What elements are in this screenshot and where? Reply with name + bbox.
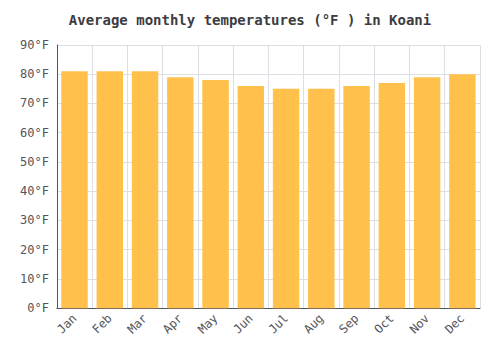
svg-text:Mar: Mar [125, 311, 150, 336]
svg-text:90°F: 90°F [20, 38, 49, 52]
svg-text:10°F: 10°F [20, 272, 49, 286]
svg-text:60°F: 60°F [20, 126, 49, 140]
svg-text:40°F: 40°F [20, 184, 49, 198]
svg-text:Feb: Feb [90, 311, 115, 336]
svg-text:Average monthly temperatures (: Average monthly temperatures (°F ) in Ko… [69, 12, 431, 28]
svg-text:Jan: Jan [54, 311, 79, 336]
svg-text:Oct: Oct [372, 311, 397, 336]
svg-text:30°F: 30°F [20, 213, 49, 227]
svg-text:80°F: 80°F [20, 67, 49, 81]
svg-text:Nov: Nov [407, 311, 432, 336]
svg-text:70°F: 70°F [20, 96, 49, 110]
svg-text:Apr: Apr [160, 311, 185, 336]
svg-text:0°F: 0°F [27, 301, 49, 315]
svg-text:Sep: Sep [336, 311, 361, 336]
svg-text:Aug: Aug [301, 311, 326, 336]
svg-text:50°F: 50°F [20, 155, 49, 169]
svg-text:20°F: 20°F [20, 243, 49, 257]
svg-text:May: May [195, 311, 220, 336]
svg-text:Jun: Jun [231, 311, 256, 336]
svg-text:Dec: Dec [442, 311, 467, 336]
svg-text:Jul: Jul [266, 311, 291, 336]
